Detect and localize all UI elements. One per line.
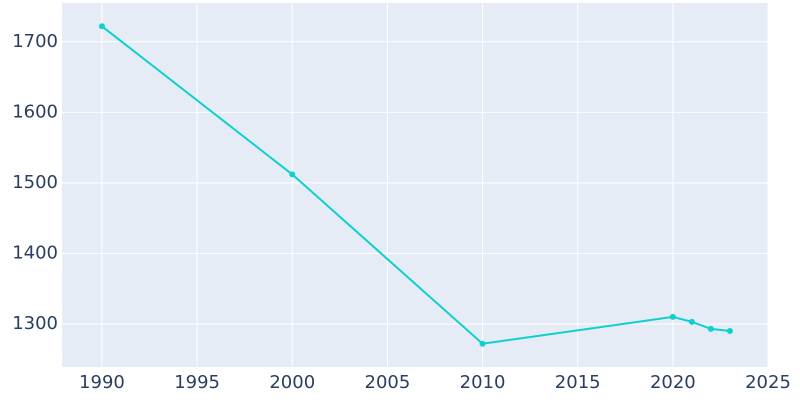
- x-tick-label: 2000: [269, 372, 315, 393]
- y-tick-label: 1500: [12, 172, 58, 193]
- x-tick-label: 2010: [460, 372, 506, 393]
- point: [479, 340, 486, 347]
- x-tick-label: 2005: [365, 372, 411, 393]
- y-tick-label: 1300: [12, 313, 58, 334]
- point: [688, 318, 695, 325]
- plot-area: [62, 3, 768, 367]
- x-tick-label: 1990: [79, 372, 125, 393]
- x-tick-label: 2015: [555, 372, 601, 393]
- point: [669, 313, 676, 320]
- y-tick-label: 1600: [12, 101, 58, 122]
- x-tick-label: 2025: [745, 372, 791, 393]
- point: [726, 328, 733, 335]
- y-tick-label: 1400: [12, 242, 58, 263]
- x-tick-label: 1995: [174, 372, 220, 393]
- y-tick-label: 1700: [12, 31, 58, 52]
- point: [707, 325, 714, 332]
- point: [98, 23, 105, 30]
- point: [289, 171, 296, 178]
- x-tick-label: 2020: [650, 372, 696, 393]
